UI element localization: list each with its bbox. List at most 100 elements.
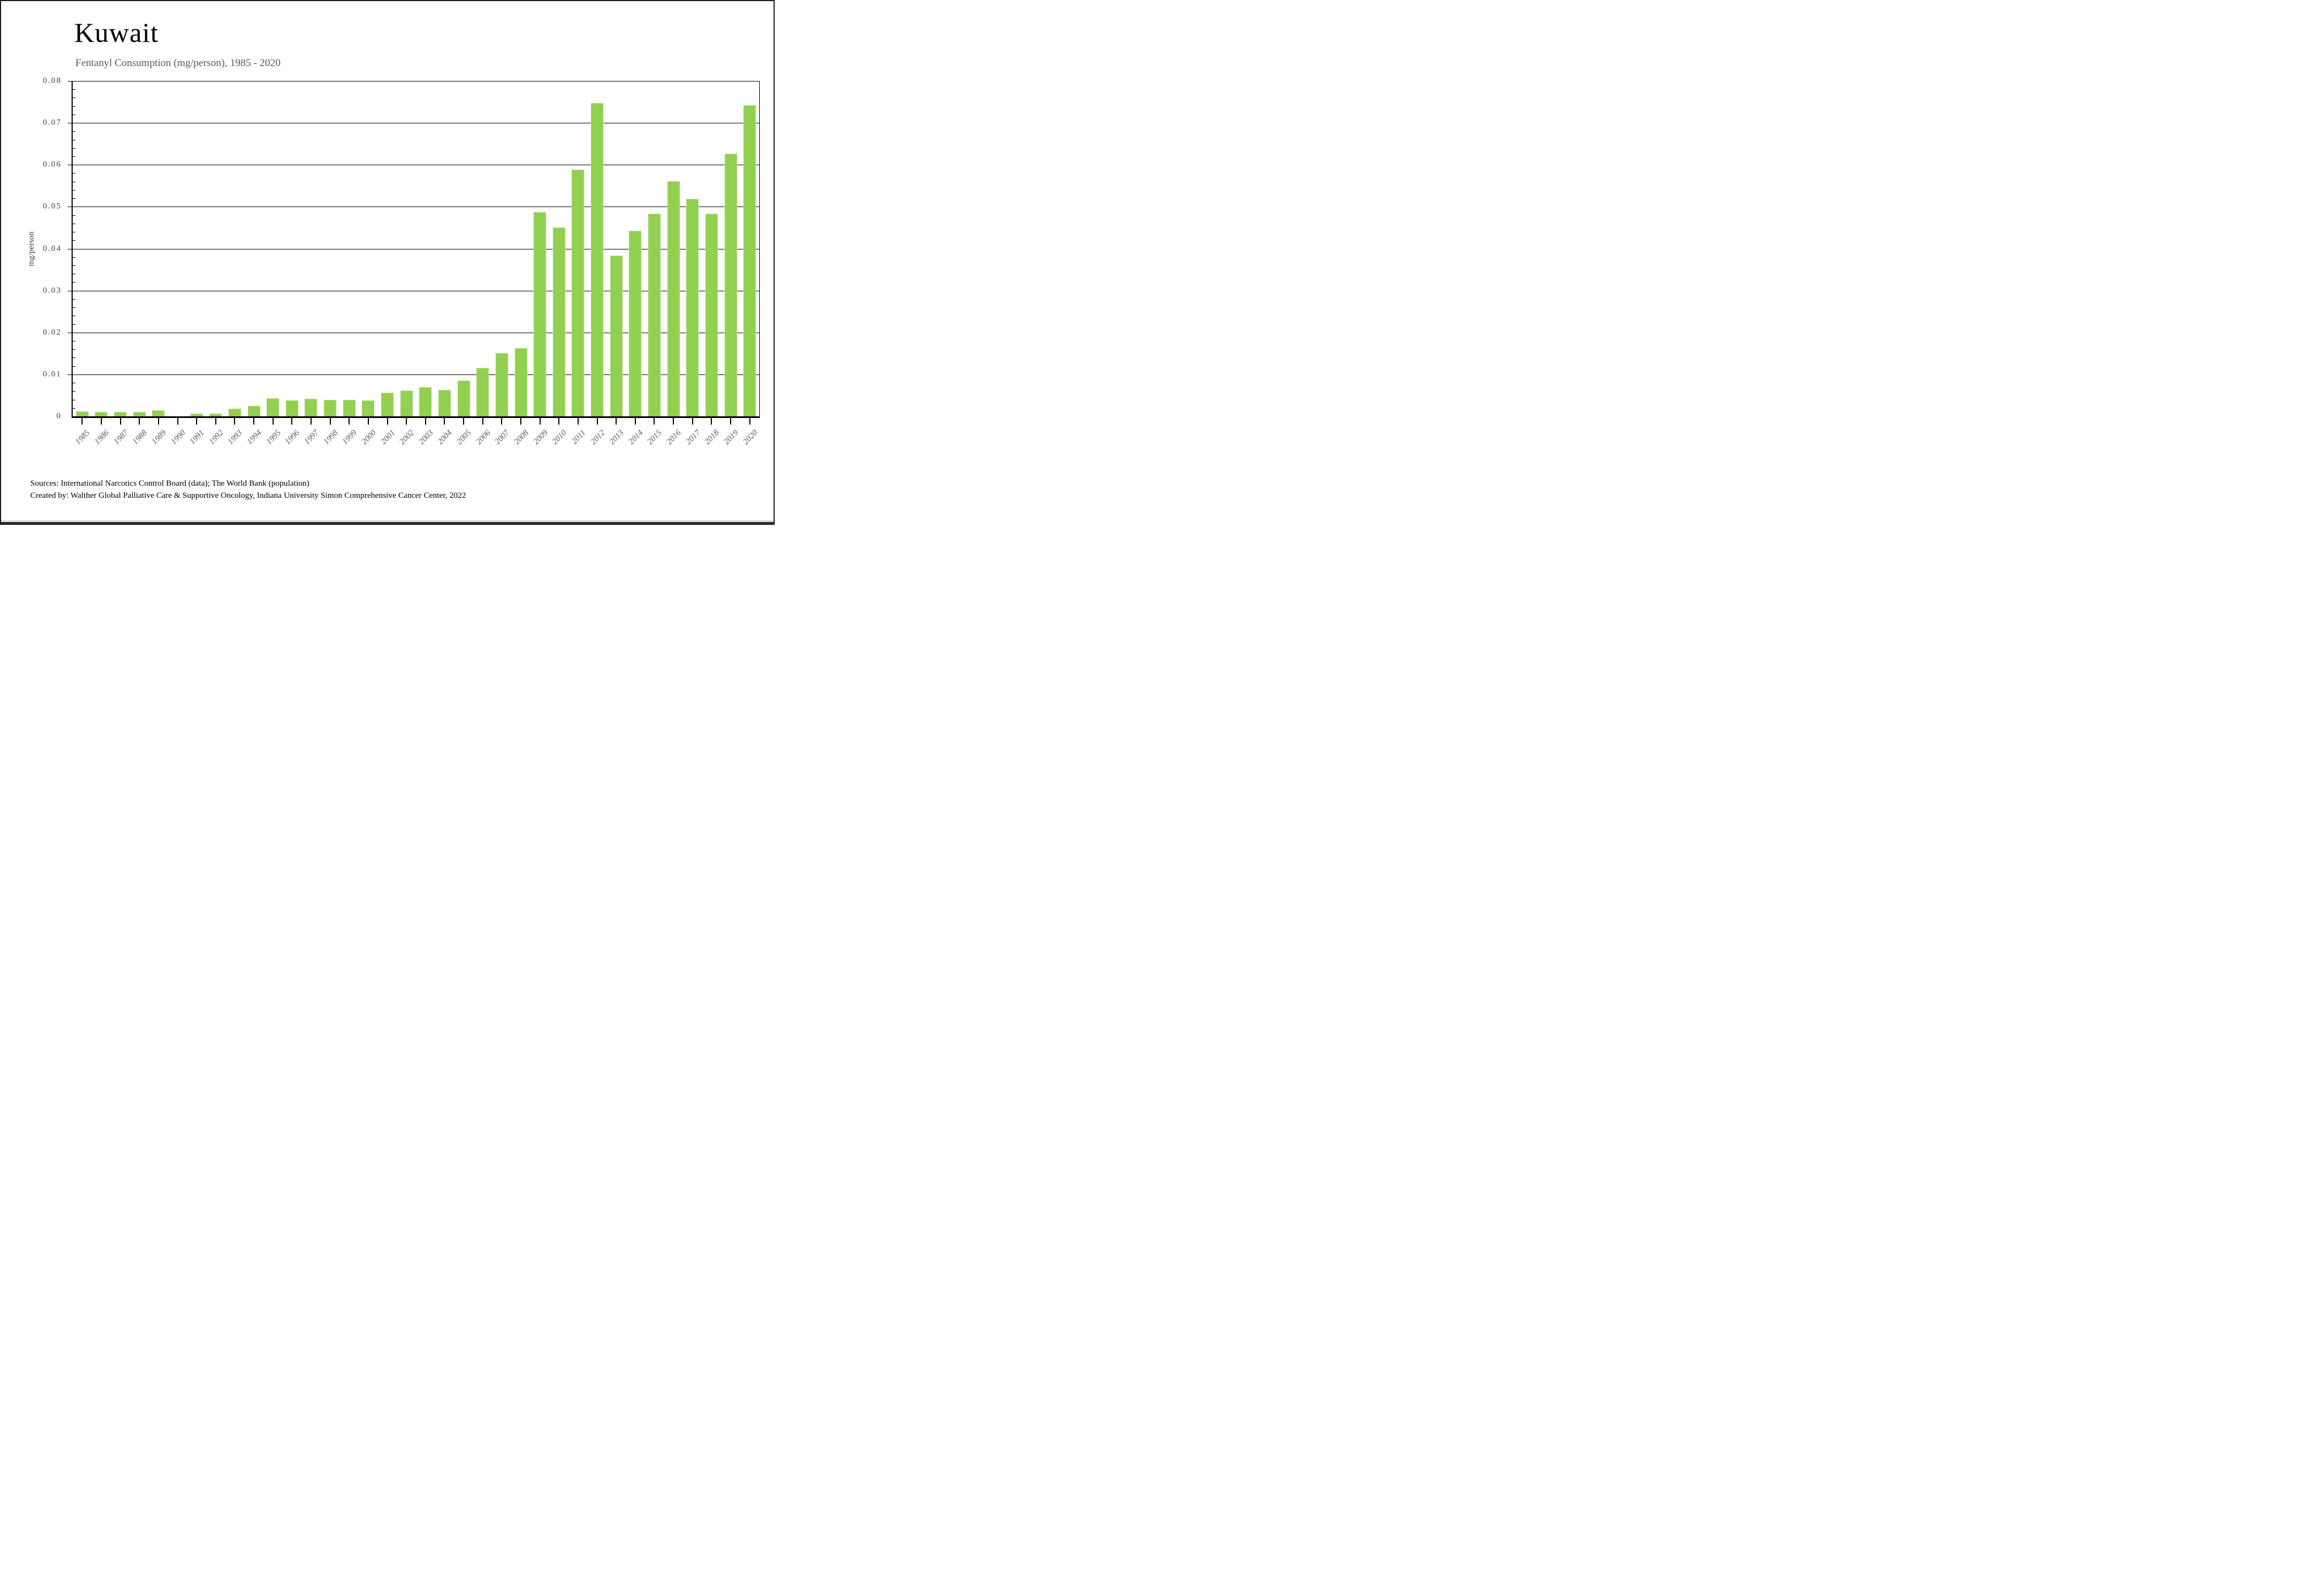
bar-1993 — [228, 409, 241, 416]
bar-1986 — [95, 411, 108, 416]
bar-1991 — [190, 414, 203, 416]
x-tick-1987 — [119, 418, 121, 425]
bar-2012 — [591, 102, 604, 416]
y-minor-tick — [73, 298, 75, 300]
x-tick-2005 — [463, 418, 465, 425]
y-minor-tick — [73, 391, 75, 392]
y-minor-tick — [73, 97, 75, 99]
bar-1994 — [247, 405, 260, 416]
gridline-0.08 — [73, 81, 759, 82]
bar-2019 — [724, 154, 737, 416]
bar-1995 — [266, 398, 280, 416]
x-tick-1992 — [215, 418, 216, 425]
y-minor-tick — [73, 89, 75, 90]
y-minor-tick — [73, 349, 75, 350]
x-tick-1994 — [253, 418, 255, 425]
gridline-0.01 — [73, 374, 759, 375]
x-tick-2001 — [387, 418, 388, 425]
x-tick-1999 — [349, 418, 350, 425]
x-tick-2004 — [444, 418, 445, 425]
y-minor-tick — [73, 131, 75, 132]
x-tick-2020 — [749, 418, 750, 425]
x-tick-2007 — [501, 418, 503, 425]
bar-2006 — [476, 368, 489, 416]
x-tick-1985 — [81, 418, 83, 425]
x-tick-2013 — [616, 418, 617, 425]
bar-1985 — [75, 411, 89, 416]
bar-2015 — [647, 214, 661, 416]
x-tick-1995 — [272, 418, 274, 425]
bar-1989 — [152, 410, 165, 416]
y-tick-label-0: 0 — [56, 411, 62, 421]
x-tick-1996 — [291, 418, 293, 425]
y-minor-tick — [73, 366, 75, 367]
x-tick-2019 — [730, 418, 732, 425]
y-minor-tick — [73, 282, 75, 283]
footer-created-line: Created by: Walther Global Palliative Ca… — [30, 491, 466, 500]
y-tick-label-0.03: 0.03 — [42, 286, 62, 295]
x-tick-2017 — [692, 418, 693, 425]
chart-subtitle: Fentanyl Consumption (mg/person), 1985 -… — [75, 57, 281, 69]
x-tick-1989 — [157, 418, 159, 425]
y-minor-tick — [73, 215, 75, 216]
y-minor-tick — [73, 307, 75, 308]
bar-1997 — [304, 399, 318, 416]
x-tick-1990 — [177, 418, 178, 425]
bar-1996 — [285, 400, 298, 416]
x-tick-2016 — [673, 418, 674, 425]
bar-2016 — [667, 181, 680, 416]
y-minor-tick — [73, 198, 75, 199]
x-tick-2000 — [367, 418, 369, 425]
x-tick-2011 — [577, 418, 579, 425]
bar-1998 — [324, 400, 337, 416]
bar-2014 — [629, 230, 642, 416]
x-tick-2006 — [482, 418, 483, 425]
bar-2003 — [419, 387, 432, 416]
y-minor-tick — [73, 156, 75, 158]
bar-1987 — [114, 411, 127, 416]
page-title: Kuwait — [74, 17, 159, 48]
bar-2018 — [705, 214, 718, 416]
bar-2010 — [552, 227, 565, 416]
bar-2000 — [362, 400, 375, 416]
x-tick-1986 — [100, 418, 102, 425]
bar-2017 — [686, 198, 699, 416]
y-tick-label-0.05: 0.05 — [42, 202, 62, 211]
x-tick-1991 — [196, 418, 198, 425]
y-tick-label-0.01: 0.01 — [42, 370, 62, 379]
chart-page: Kuwait Fentanyl Consumption (mg/person),… — [0, 0, 775, 525]
y-minor-tick — [73, 357, 75, 359]
footer-sources-line: Sources: International Narcotics Control… — [30, 479, 309, 488]
y-tick-label-0.07: 0.07 — [42, 118, 62, 127]
y-minor-tick — [73, 265, 75, 266]
bar-2002 — [400, 390, 413, 416]
y-tick-label-0.06: 0.06 — [42, 160, 62, 169]
x-tick-2003 — [424, 418, 426, 425]
bar-2008 — [514, 347, 527, 416]
x-tick-2015 — [654, 418, 655, 425]
x-tick-1998 — [329, 418, 331, 425]
bottom-strip-light — [1, 520, 774, 522]
x-tick-2010 — [558, 418, 560, 425]
plot-area — [68, 81, 760, 425]
y-minor-tick — [73, 148, 75, 149]
x-tick-2014 — [634, 418, 636, 425]
y-minor-tick — [73, 408, 75, 409]
y-tick-label-0.02: 0.02 — [42, 328, 62, 337]
x-tick-1988 — [139, 418, 140, 425]
y-tick-label-0.04: 0.04 — [42, 244, 62, 253]
bar-1988 — [133, 411, 146, 416]
y-major-tick — [68, 81, 72, 82]
bar-2020 — [743, 105, 756, 416]
y-minor-tick — [73, 257, 75, 258]
x-tick-2009 — [539, 418, 541, 425]
y-minor-tick — [73, 106, 75, 107]
x-tick-1993 — [234, 418, 236, 425]
bar-1999 — [342, 399, 356, 416]
bar-1992 — [209, 414, 222, 416]
bar-2005 — [457, 380, 470, 416]
bar-2009 — [534, 212, 547, 416]
x-tick-1997 — [310, 418, 312, 425]
y-minor-tick — [73, 240, 75, 241]
x-tick-2012 — [596, 418, 598, 425]
